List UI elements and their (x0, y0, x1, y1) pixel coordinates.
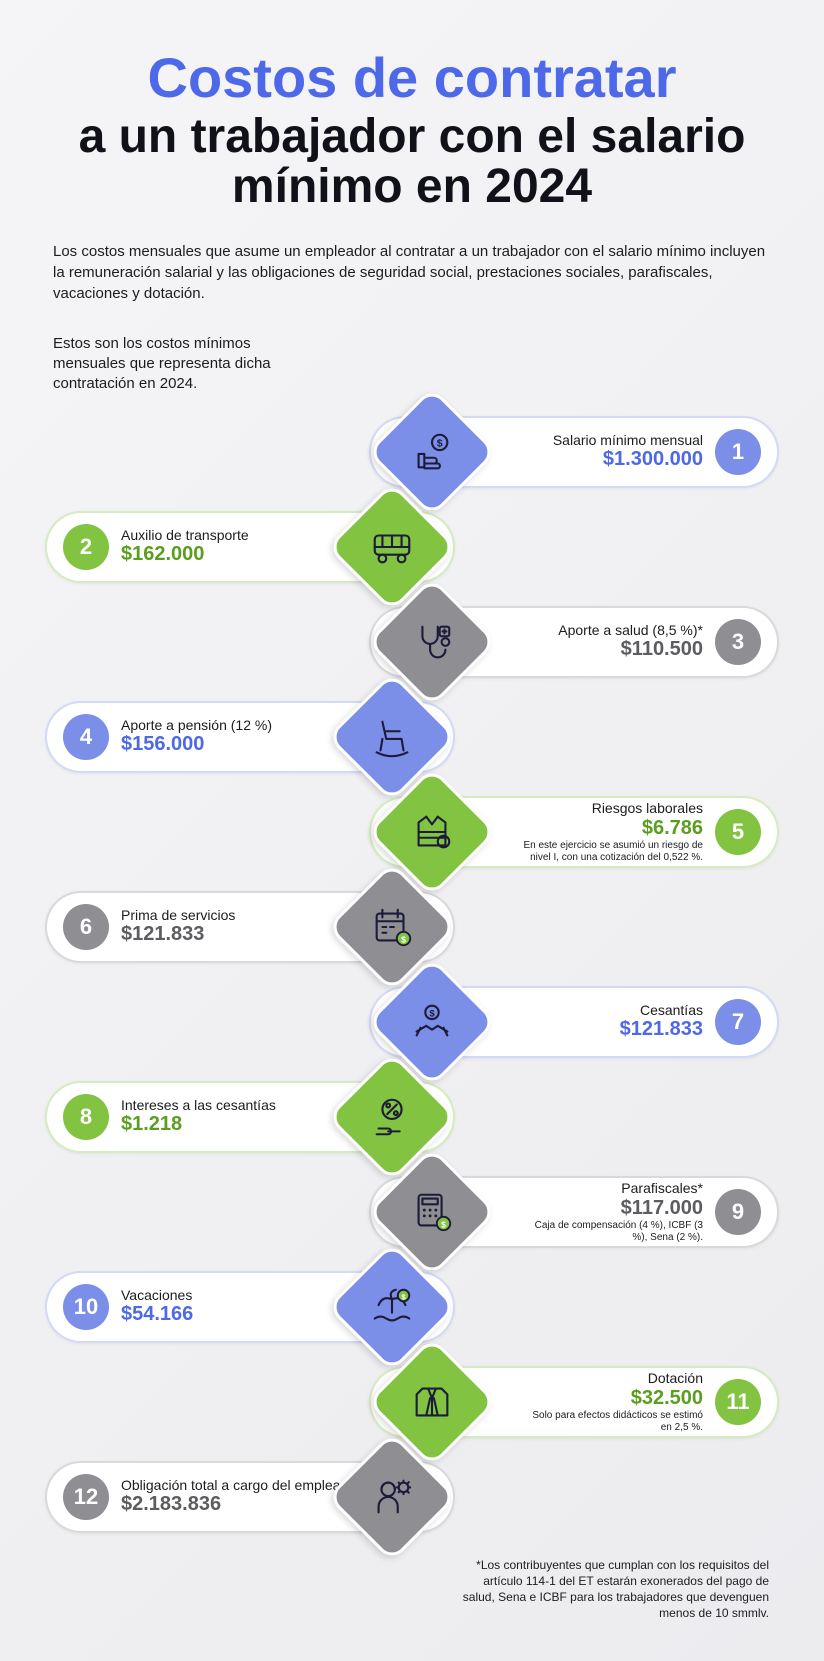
item-info: Cesantías $121.833 (620, 1002, 703, 1042)
cost-item-row: 10 Vacaciones $54.166 (45, 1260, 779, 1355)
item-note: En este ejercicio se asumió un riesgo de… (523, 840, 703, 864)
item-value: $54.166 (121, 1303, 193, 1327)
item-number-badge: 3 (715, 619, 761, 665)
item-value: $121.833 (620, 1018, 703, 1042)
cost-item-row: Aporte a salud (8,5 %)* $110.500 3 (45, 595, 779, 690)
vacation-icon (369, 1284, 415, 1330)
cost-item-row: 6 Prima de servicios $121.833 (45, 880, 779, 975)
item-info: Salario mínimo mensual $1.300.000 (553, 432, 703, 472)
item-number-badge: 5 (715, 809, 761, 855)
item-label: Parafiscales* (523, 1180, 703, 1197)
cost-item-row: 2 Auxilio de transporte $162.000 (45, 500, 779, 595)
item-label: Obligación total a cargo del empleador (121, 1477, 361, 1494)
item-label: Aporte a salud (8,5 %)* (558, 622, 703, 639)
item-info: Prima de servicios $121.833 (121, 907, 235, 947)
item-number-badge: 4 (63, 714, 109, 760)
calculator-icon (409, 1189, 455, 1235)
cost-item-row: 8 Intereses a las cesantías $1.218 (45, 1070, 779, 1165)
money-thumb-icon (409, 429, 455, 475)
item-value: $162.000 (121, 543, 249, 567)
title-line2: a un trabajador con el salario mínimo en… (45, 112, 779, 213)
item-value: $32.500 (523, 1387, 703, 1411)
item-label: Riesgos laborales (523, 800, 703, 817)
stethoscope-icon (409, 619, 455, 665)
item-info: Riesgos laborales $6.786 En este ejercic… (523, 800, 703, 864)
item-number-badge: 8 (63, 1094, 109, 1140)
percent-hand-icon (369, 1094, 415, 1140)
item-number-badge: 2 (63, 524, 109, 570)
item-number-badge: 1 (715, 429, 761, 475)
item-value: $6.786 (523, 817, 703, 841)
item-number-badge: 10 (63, 1284, 109, 1330)
item-number-badge: 6 (63, 904, 109, 950)
item-info: Dotación $32.500 Solo para efectos didác… (523, 1370, 703, 1434)
item-value: $121.833 (121, 923, 235, 947)
item-label: Dotación (523, 1370, 703, 1387)
item-number-badge: 9 (715, 1189, 761, 1235)
item-number-badge: 12 (63, 1474, 109, 1520)
item-label: Vacaciones (121, 1287, 193, 1304)
item-number-badge: 11 (715, 1379, 761, 1425)
rocking-chair-icon (369, 714, 415, 760)
item-info: Aporte a salud (8,5 %)* $110.500 (558, 622, 703, 662)
item-note: Solo para efectos didácticos se estimó e… (523, 1410, 703, 1434)
subtitle-text: Estos son los costos mínimos mensuales q… (53, 334, 313, 395)
cost-item-row: Riesgos laborales $6.786 En este ejercic… (45, 785, 779, 880)
item-value: $117.000 (523, 1197, 703, 1221)
intro-text: Los costos mensuales que asume un emplea… (53, 241, 771, 304)
item-label: Salario mínimo mensual (553, 432, 703, 449)
item-info: Parafiscales* $117.000 Caja de compensac… (523, 1180, 703, 1244)
item-diamond (327, 1432, 457, 1562)
item-label: Cesantías (620, 1002, 703, 1019)
item-label: Intereses a las cesantías (121, 1097, 276, 1114)
item-note: Caja de compensación (4 %), ICBF (3 %), … (523, 1220, 703, 1244)
cost-items-chain: Salario mínimo mensual $1.300.000 1 2 Au… (45, 405, 779, 1545)
item-info: Aporte a pensión (12 %) $156.000 (121, 717, 272, 757)
item-value: $1.218 (121, 1113, 276, 1137)
cash-hands-icon (409, 999, 455, 1045)
item-info: Vacaciones $54.166 (121, 1287, 193, 1327)
item-info: Intereses a las cesantías $1.218 (121, 1097, 276, 1137)
item-label: Auxilio de transporte (121, 527, 249, 544)
worker-gear-icon (369, 1474, 415, 1520)
title-line1: Costos de contratar (45, 50, 779, 106)
cost-item-row: Dotación $32.500 Solo para efectos didác… (45, 1355, 779, 1450)
item-value: $110.500 (558, 638, 703, 662)
item-info: Obligación total a cargo del empleador $… (121, 1477, 361, 1517)
cost-item-row: 4 Aporte a pensión (12 %) $156.000 (45, 690, 779, 785)
item-number-badge: 7 (715, 999, 761, 1045)
cost-item-row: Salario mínimo mensual $1.300.000 1 (45, 405, 779, 500)
item-value: $1.300.000 (553, 448, 703, 472)
item-label: Prima de servicios (121, 907, 235, 924)
footnote-text: *Los contribuyentes que cumplan con los … (459, 1557, 769, 1622)
item-info: Auxilio de transporte $162.000 (121, 527, 249, 567)
item-value: $2.183.836 (121, 1493, 361, 1517)
bus-icon (369, 524, 415, 570)
calendar-money-icon (369, 904, 415, 950)
uniform-icon (409, 1379, 455, 1425)
item-label: Aporte a pensión (12 %) (121, 717, 272, 734)
cost-item-row: Cesantías $121.833 7 (45, 975, 779, 1070)
item-value: $156.000 (121, 733, 272, 757)
cost-item-row: Parafiscales* $117.000 Caja de compensac… (45, 1165, 779, 1260)
safety-vest-icon (409, 809, 455, 855)
cost-item-row: 12 Obligación total a cargo del empleado… (45, 1450, 779, 1545)
